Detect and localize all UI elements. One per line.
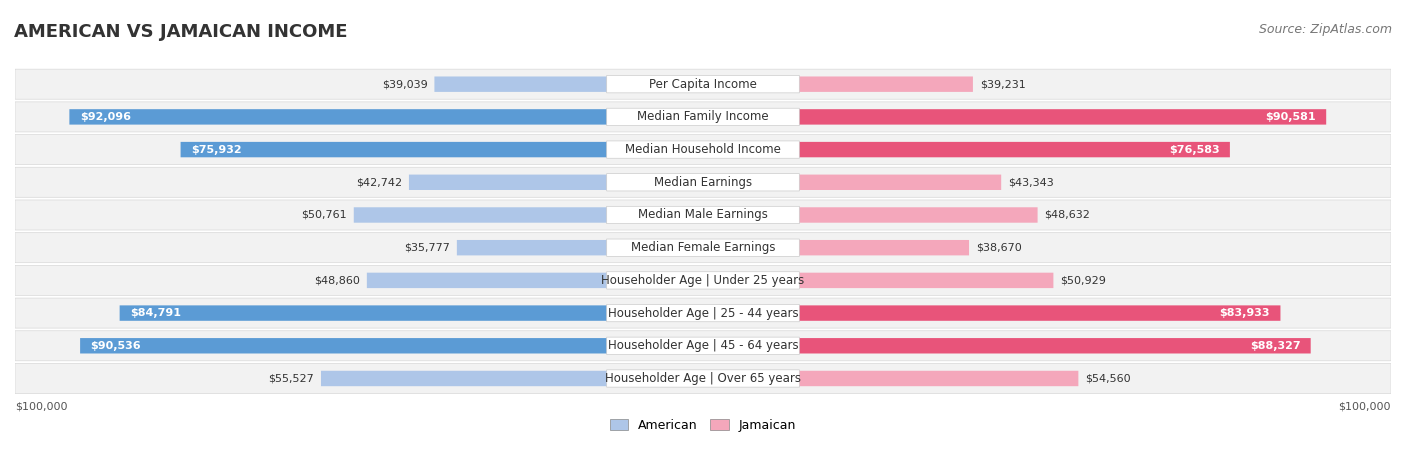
Text: Householder Age | Over 65 years: Householder Age | Over 65 years: [605, 372, 801, 385]
FancyBboxPatch shape: [606, 239, 800, 256]
FancyBboxPatch shape: [703, 371, 1078, 386]
Text: Median Household Income: Median Household Income: [626, 143, 780, 156]
Text: Householder Age | Under 25 years: Householder Age | Under 25 years: [602, 274, 804, 287]
FancyBboxPatch shape: [15, 363, 1391, 394]
FancyBboxPatch shape: [15, 265, 1391, 296]
FancyBboxPatch shape: [15, 200, 1391, 230]
FancyBboxPatch shape: [15, 233, 1391, 263]
Text: $83,933: $83,933: [1219, 308, 1270, 318]
Text: $92,096: $92,096: [80, 112, 131, 122]
FancyBboxPatch shape: [606, 272, 800, 289]
FancyBboxPatch shape: [15, 69, 1391, 99]
Text: $50,929: $50,929: [1060, 276, 1107, 285]
Text: $48,632: $48,632: [1045, 210, 1090, 220]
Text: $55,527: $55,527: [269, 374, 314, 383]
Text: AMERICAN VS JAMAICAN INCOME: AMERICAN VS JAMAICAN INCOME: [14, 23, 347, 42]
Text: $50,761: $50,761: [301, 210, 347, 220]
FancyBboxPatch shape: [703, 338, 1310, 354]
FancyBboxPatch shape: [409, 175, 703, 190]
Text: $39,231: $39,231: [980, 79, 1025, 89]
Text: Median Family Income: Median Family Income: [637, 110, 769, 123]
Text: $54,560: $54,560: [1085, 374, 1130, 383]
FancyBboxPatch shape: [703, 207, 1038, 223]
Legend: American, Jamaican: American, Jamaican: [605, 414, 801, 437]
FancyBboxPatch shape: [457, 240, 703, 255]
FancyBboxPatch shape: [606, 174, 800, 191]
Text: Median Female Earnings: Median Female Earnings: [631, 241, 775, 254]
Text: Per Capita Income: Per Capita Income: [650, 78, 756, 91]
Text: Median Male Earnings: Median Male Earnings: [638, 208, 768, 221]
Text: $75,932: $75,932: [191, 145, 242, 155]
FancyBboxPatch shape: [15, 167, 1391, 197]
FancyBboxPatch shape: [321, 371, 703, 386]
FancyBboxPatch shape: [703, 240, 969, 255]
FancyBboxPatch shape: [606, 76, 800, 93]
FancyBboxPatch shape: [15, 134, 1391, 164]
Text: $84,791: $84,791: [129, 308, 181, 318]
FancyBboxPatch shape: [69, 109, 703, 125]
Text: $90,536: $90,536: [90, 341, 141, 351]
Text: $100,000: $100,000: [15, 401, 67, 411]
Text: Source: ZipAtlas.com: Source: ZipAtlas.com: [1258, 23, 1392, 36]
FancyBboxPatch shape: [606, 141, 800, 158]
Text: Householder Age | 25 - 44 years: Householder Age | 25 - 44 years: [607, 306, 799, 319]
FancyBboxPatch shape: [606, 370, 800, 387]
FancyBboxPatch shape: [606, 337, 800, 354]
Text: $88,327: $88,327: [1250, 341, 1301, 351]
Text: $90,581: $90,581: [1265, 112, 1316, 122]
FancyBboxPatch shape: [354, 207, 703, 223]
FancyBboxPatch shape: [180, 142, 703, 157]
FancyBboxPatch shape: [606, 304, 800, 322]
FancyBboxPatch shape: [120, 305, 703, 321]
FancyBboxPatch shape: [703, 142, 1230, 157]
Text: $100,000: $100,000: [1339, 401, 1391, 411]
FancyBboxPatch shape: [703, 109, 1326, 125]
FancyBboxPatch shape: [703, 273, 1053, 288]
Text: $35,777: $35,777: [404, 243, 450, 253]
FancyBboxPatch shape: [606, 206, 800, 224]
FancyBboxPatch shape: [703, 175, 1001, 190]
FancyBboxPatch shape: [15, 331, 1391, 361]
Text: Median Earnings: Median Earnings: [654, 176, 752, 189]
FancyBboxPatch shape: [606, 108, 800, 126]
FancyBboxPatch shape: [80, 338, 703, 354]
Text: $39,039: $39,039: [382, 79, 427, 89]
Text: $76,583: $76,583: [1168, 145, 1219, 155]
Text: $48,860: $48,860: [314, 276, 360, 285]
FancyBboxPatch shape: [703, 305, 1281, 321]
Text: $43,343: $43,343: [1008, 177, 1054, 187]
FancyBboxPatch shape: [15, 298, 1391, 328]
Text: $38,670: $38,670: [976, 243, 1022, 253]
FancyBboxPatch shape: [367, 273, 703, 288]
Text: $42,742: $42,742: [356, 177, 402, 187]
Text: Householder Age | 45 - 64 years: Householder Age | 45 - 64 years: [607, 340, 799, 352]
FancyBboxPatch shape: [434, 77, 703, 92]
FancyBboxPatch shape: [15, 102, 1391, 132]
FancyBboxPatch shape: [703, 77, 973, 92]
